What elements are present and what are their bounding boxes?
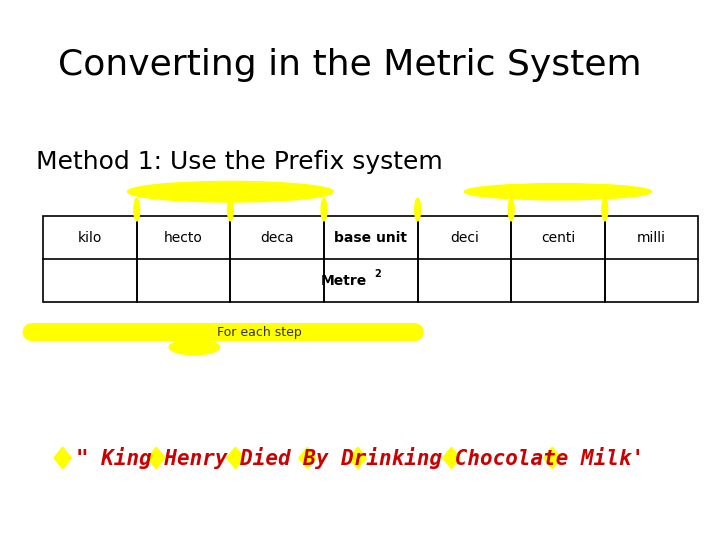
Text: centi: centi [541,231,575,245]
Text: hecto: hecto [164,231,203,245]
Text: 2: 2 [374,269,381,279]
Polygon shape [349,447,366,469]
Text: ————: ———— [536,185,580,195]
Text: Metre: Metre [321,274,367,288]
Polygon shape [544,447,561,469]
Ellipse shape [127,181,333,202]
Ellipse shape [602,198,608,221]
Polygon shape [54,447,71,469]
Bar [418,216,511,302]
Ellipse shape [321,198,327,221]
Ellipse shape [508,198,514,221]
Text: Method 1: Use the Prefix system: Method 1: Use the Prefix system [36,150,443,174]
Text: deca: deca [261,231,294,245]
Polygon shape [148,447,165,469]
Bar [511,216,605,302]
Text: kilo: kilo [78,231,102,245]
Ellipse shape [415,198,420,221]
Text: milli: milli [637,231,666,245]
Text: " King Henry Died By Drinking Chocolate Milk': " King Henry Died By Drinking Chocolate … [76,447,644,469]
Polygon shape [443,447,460,469]
Text: deci: deci [450,231,479,245]
Bar [605,216,698,302]
Ellipse shape [134,198,140,221]
Ellipse shape [169,340,220,355]
Bar [137,216,230,302]
Text: base unit: base unit [334,231,408,245]
Text: F—————a: F—————a [196,187,265,197]
Polygon shape [227,447,244,469]
Bar [43,216,137,302]
Text: Converting in the Metric System: Converting in the Metric System [58,48,642,82]
Ellipse shape [228,198,233,221]
Bar [230,216,324,302]
Text: For each step: For each step [217,326,302,339]
Ellipse shape [464,184,652,200]
Bar [324,216,418,302]
Polygon shape [299,447,316,469]
